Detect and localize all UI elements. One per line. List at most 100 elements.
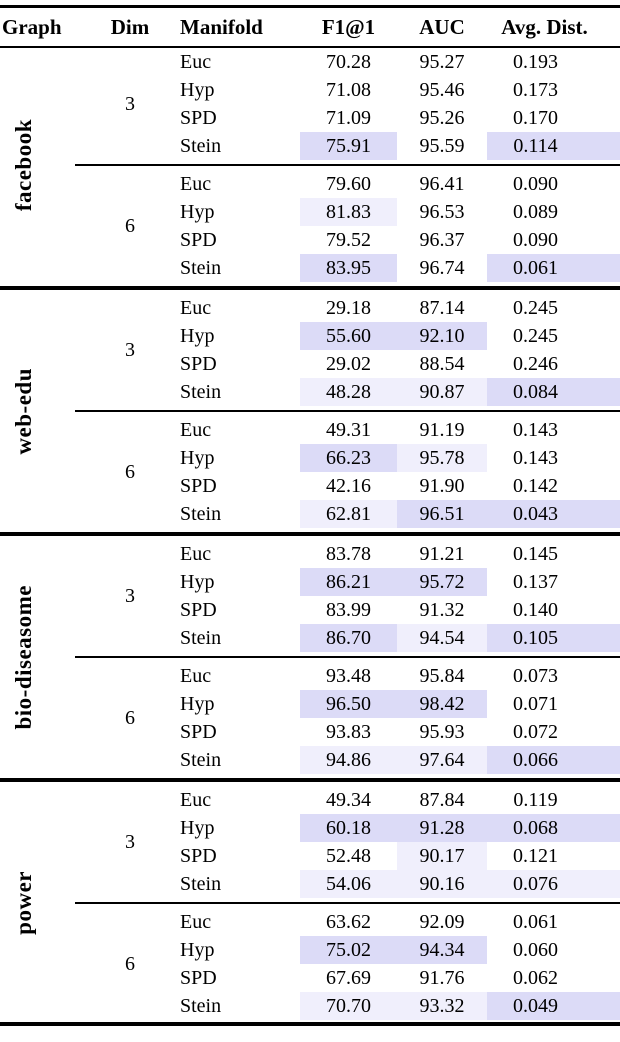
graph-group: bio-diseasome 3 Euc 83.78 91.21 0.145 Hyp 86.21…: [0, 540, 620, 774]
cell-f1: 29.18: [326, 296, 371, 319]
cell-f1: 93.83: [326, 720, 371, 743]
table-row: Hyp 75.02 94.34 0.060: [160, 936, 620, 964]
cell-avg-dist: 0.245: [513, 296, 558, 319]
cell-avg-dist: 0.090: [513, 172, 558, 195]
graph-label: power: [10, 871, 36, 935]
cell-f1: 70.28: [326, 50, 371, 73]
manifold-rows: Euc 93.48 95.84 0.073 Hyp 96.50 98.42 0.071 SPD 9…: [160, 662, 620, 774]
cell-f1: 83.99: [326, 598, 371, 621]
cell-f1: 67.69: [326, 966, 371, 989]
cell-f1: 75.91: [300, 132, 397, 160]
cell-manifold: Stein: [180, 380, 222, 403]
cell-auc: 92.09: [419, 910, 465, 933]
cell-manifold: Euc: [180, 664, 212, 687]
cell-f1: 94.86: [300, 746, 397, 774]
cell-auc: 90.16: [397, 870, 487, 898]
cell-avg-dist: 0.071: [513, 692, 558, 715]
manifold-rows: Euc 63.62 92.09 0.061 Hyp 75.02 94.34 0.060 SPD 6…: [160, 908, 620, 1020]
table-row: Hyp 81.83 96.53 0.089: [160, 198, 620, 226]
col-header-dim: Dim: [110, 14, 150, 39]
cell-avg-dist: 0.062: [513, 966, 558, 989]
cell-f1: 52.48: [326, 844, 371, 867]
cell-avg-dist: 0.049: [487, 992, 620, 1020]
cell-manifold: Euc: [180, 418, 212, 441]
table-row: Hyp 55.60 92.10 0.245: [160, 322, 620, 350]
cell-avg-dist: 0.068: [487, 814, 620, 842]
table-row: Stein 94.86 97.64 0.066: [160, 746, 620, 774]
cell-f1: 71.09: [326, 106, 371, 129]
cell-manifold: SPD: [180, 106, 217, 129]
table-header-row: Graph Dim Manifold F1@1 AUC Avg. Dist.: [0, 8, 620, 46]
cell-avg-dist: 0.114: [487, 132, 620, 160]
cell-auc: 95.26: [419, 106, 465, 129]
cell-manifold: Hyp: [180, 200, 215, 223]
table-row: Euc 83.78 91.21 0.145: [160, 540, 620, 568]
table-row: Stein 75.91 95.59 0.114: [160, 132, 620, 160]
dim-block: 3 Euc 83.78 91.21 0.145 Hyp 86.21 95.72 0.137 SPD…: [75, 540, 620, 652]
cell-manifold: SPD: [180, 598, 217, 621]
cell-avg-dist: 0.121: [513, 844, 558, 867]
table-top-rule: [0, 5, 620, 8]
table-row: Hyp 60.18 91.28 0.068: [160, 814, 620, 842]
cell-f1: 75.02: [300, 936, 397, 964]
table-row: Hyp 96.50 98.42 0.071: [160, 690, 620, 718]
cell-f1: 49.31: [326, 418, 371, 441]
table-row: Euc 70.28 95.27 0.193: [160, 48, 620, 76]
table-row: Hyp 86.21 95.72 0.137: [160, 568, 620, 596]
cell-manifold: SPD: [180, 966, 217, 989]
dim-block: 3 Euc 49.34 87.84 0.119 Hyp 60.18 91.28 0.068 SPD…: [75, 786, 620, 898]
cell-f1: 66.23: [300, 444, 397, 472]
cell-f1: 86.21: [300, 568, 397, 596]
cell-auc: 95.84: [419, 664, 465, 687]
dim-block: 6 Euc 49.31 91.19 0.143 Hyp 66.23 95.78 0.143 SPD…: [75, 416, 620, 528]
cell-f1: 42.16: [326, 474, 371, 497]
cell-avg-dist: 0.143: [513, 418, 558, 441]
cell-manifold: Stein: [180, 502, 222, 525]
dim-block: 3 Euc 70.28 95.27 0.193 Hyp 71.08 95.46 0.173 SPD…: [75, 48, 620, 160]
cell-avg-dist: 0.043: [487, 500, 620, 528]
cell-manifold: Stein: [180, 256, 222, 279]
cell-avg-dist: 0.170: [513, 106, 558, 129]
graph-group-body: 3 Euc 70.28 95.27 0.193 Hyp 71.08 95.46 0.173 SPD…: [75, 48, 620, 282]
table-row: SPD 83.99 91.32 0.140: [160, 596, 620, 624]
col-header-manifold: Manifold: [180, 14, 263, 39]
cell-auc: 91.90: [419, 474, 465, 497]
cell-manifold: Hyp: [180, 324, 215, 347]
cell-manifold: Euc: [180, 296, 212, 319]
cell-f1: 79.52: [326, 228, 371, 251]
manifold-rows: Euc 49.31 91.19 0.143 Hyp 66.23 95.78 0.143 SPD 4…: [160, 416, 620, 528]
cell-avg-dist: 0.137: [513, 570, 558, 593]
cell-manifold: Hyp: [180, 816, 215, 839]
cell-f1: 63.62: [326, 910, 371, 933]
cell-auc: 87.84: [419, 788, 465, 811]
cell-manifold: Stein: [180, 134, 222, 157]
table-row: SPD 79.52 96.37 0.090: [160, 226, 620, 254]
manifold-rows: Euc 79.60 96.41 0.090 Hyp 81.83 96.53 0.089 SPD 7…: [160, 170, 620, 282]
dim-value: 3: [125, 584, 135, 607]
dim-block: 3 Euc 29.18 87.14 0.245 Hyp 55.60 92.10 0.245 SPD…: [75, 294, 620, 406]
cell-f1: 83.78: [326, 542, 371, 565]
group-separator-rule: [0, 532, 620, 536]
cell-f1: 93.48: [326, 664, 371, 687]
cell-f1: 71.08: [326, 78, 371, 101]
cell-manifold: Hyp: [180, 692, 215, 715]
cell-auc: 94.54: [397, 624, 487, 652]
cell-manifold: Hyp: [180, 78, 215, 101]
cell-f1: 96.50: [300, 690, 397, 718]
graph-group-body: 3 Euc 29.18 87.14 0.245 Hyp 55.60 92.10 0.245 SPD…: [75, 294, 620, 528]
dim-separator-rule: [75, 410, 620, 412]
table-body: facebook 3 Euc 70.28 95.27 0.193 Hyp 71.08 95.46…: [0, 48, 620, 1020]
cell-avg-dist: 0.090: [513, 228, 558, 251]
header-bottom-rule: [0, 46, 620, 48]
cell-f1: 70.70: [300, 992, 397, 1020]
table-row: Euc 29.18 87.14 0.245: [160, 294, 620, 322]
cell-f1: 60.18: [300, 814, 397, 842]
table-row: Stein 62.81 96.51 0.043: [160, 500, 620, 528]
graph-group: power 3 Euc 49.34 87.84 0.119 Hyp 60.18 91.28 0.0…: [0, 786, 620, 1020]
cell-auc: 94.34: [397, 936, 487, 964]
graph-label: web-edu: [10, 367, 36, 455]
cell-auc: 95.93: [419, 720, 465, 743]
cell-auc: 96.53: [419, 200, 465, 223]
cell-manifold: Hyp: [180, 938, 215, 961]
